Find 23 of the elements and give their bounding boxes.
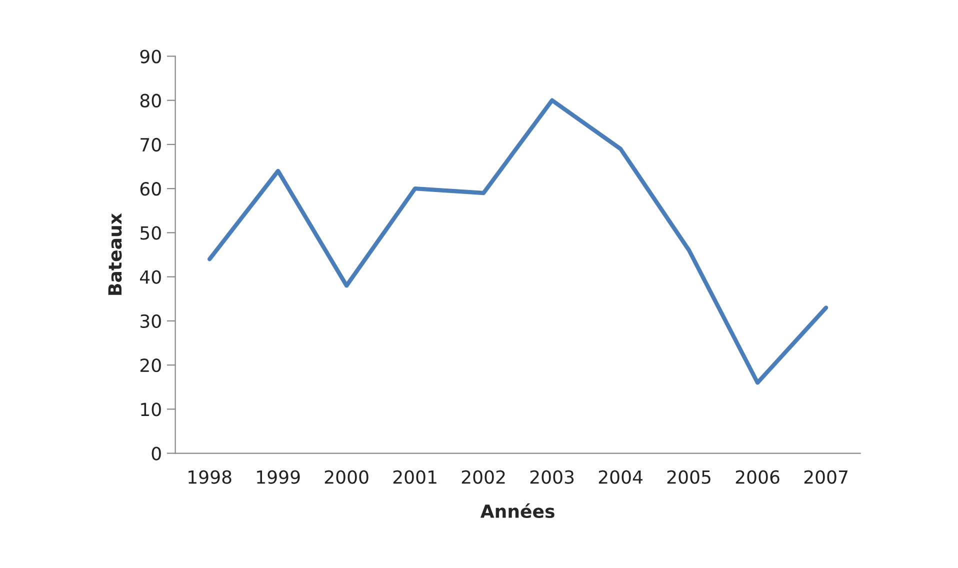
- y-tick-label: 10: [141, 402, 161, 416]
- line-series: [207, 98, 828, 385]
- y-axis-title: Bateaux: [108, 213, 122, 295]
- x-tick-label: 1998: [188, 470, 232, 484]
- x-tick-label: 2002: [462, 470, 505, 484]
- y-tick-label: 20: [140, 358, 161, 372]
- x-tick-label: 2004: [598, 470, 643, 484]
- y-tick-label: 80: [140, 94, 161, 108]
- x-tick-label: 2006: [736, 470, 780, 484]
- y-tick-label: 40: [140, 270, 161, 284]
- x-tick-label: 2005: [667, 470, 710, 484]
- x-tick-label: 1999: [257, 470, 300, 484]
- x-tick-label: 2007: [804, 470, 848, 484]
- x-axis-title: Années: [480, 503, 554, 518]
- y-tick-label: 50: [140, 226, 161, 240]
- y-tick-label: 0: [152, 446, 161, 460]
- x-tick-label: 2001: [393, 470, 436, 484]
- y-tick-label: 30: [140, 314, 161, 328]
- x-tick-label: 2000: [324, 470, 368, 484]
- y-tick-label: 90: [140, 50, 161, 64]
- y-tick-label: 70: [140, 138, 161, 152]
- x-tick-label: 2003: [530, 470, 574, 484]
- y-tick-label: 60: [140, 182, 161, 196]
